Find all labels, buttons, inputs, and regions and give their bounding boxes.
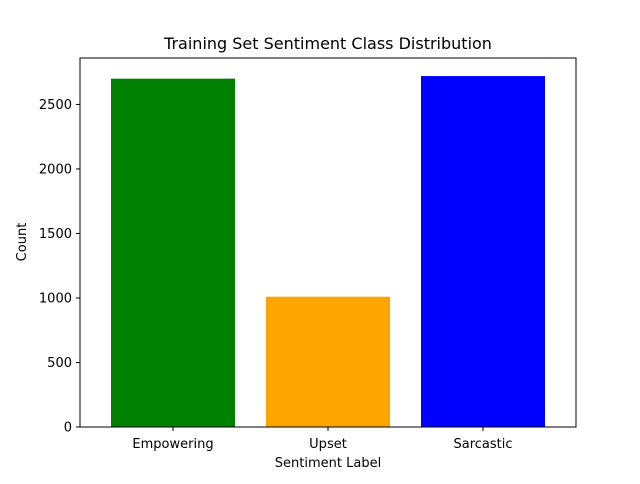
y-tick-label-1500: 1500 <box>39 227 72 242</box>
x-axis-label: Sentiment Label <box>275 456 381 471</box>
y-tick-label-1000: 1000 <box>39 291 72 306</box>
bars-group <box>111 76 545 428</box>
y-axis-ticks: 0 500 1000 1500 2000 2500 <box>39 98 80 436</box>
bar-sarcastic <box>421 76 545 428</box>
x-tick-label-upset: Upset <box>309 437 347 452</box>
bar-empowering <box>111 78 235 427</box>
x-tick-label-sarcastic: Sarcastic <box>453 437 512 452</box>
chart-title: Training Set Sentiment Class Distributio… <box>163 34 492 53</box>
y-axis-label: Count <box>15 223 30 262</box>
x-axis-ticks: Empowering Upset Sarcastic <box>132 427 513 452</box>
y-tick-label-500: 500 <box>47 356 72 371</box>
plot-area-frame <box>79 57 577 428</box>
y-tick-label-0: 0 <box>64 421 72 436</box>
y-tick-label-2000: 2000 <box>39 162 72 177</box>
bar-upset <box>266 296 390 427</box>
y-tick-label-2500: 2500 <box>39 98 72 113</box>
x-tick-label-empowering: Empowering <box>132 437 213 452</box>
